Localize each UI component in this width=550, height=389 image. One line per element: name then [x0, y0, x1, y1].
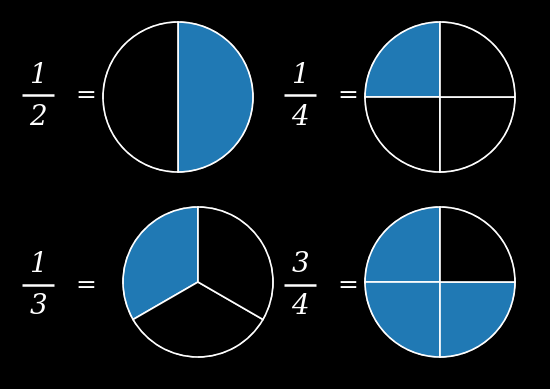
Wedge shape	[365, 207, 440, 282]
Wedge shape	[440, 97, 515, 172]
Wedge shape	[103, 22, 178, 172]
Text: =: =	[338, 273, 359, 296]
Text: 1: 1	[291, 61, 309, 89]
Wedge shape	[198, 207, 273, 319]
Wedge shape	[123, 207, 198, 319]
Text: 1: 1	[29, 252, 47, 279]
Text: 3: 3	[29, 293, 47, 321]
Text: 4: 4	[291, 293, 309, 321]
Text: 4: 4	[291, 103, 309, 130]
Text: 3: 3	[291, 252, 309, 279]
Wedge shape	[365, 22, 440, 97]
Text: =: =	[75, 84, 96, 107]
Wedge shape	[440, 207, 515, 282]
Wedge shape	[440, 282, 515, 357]
Wedge shape	[365, 282, 440, 357]
Wedge shape	[440, 22, 515, 97]
Wedge shape	[133, 282, 263, 357]
Wedge shape	[365, 97, 440, 172]
Wedge shape	[178, 22, 253, 172]
Text: 2: 2	[29, 103, 47, 130]
Text: =: =	[338, 84, 359, 107]
Text: 1: 1	[29, 61, 47, 89]
Text: =: =	[75, 273, 96, 296]
